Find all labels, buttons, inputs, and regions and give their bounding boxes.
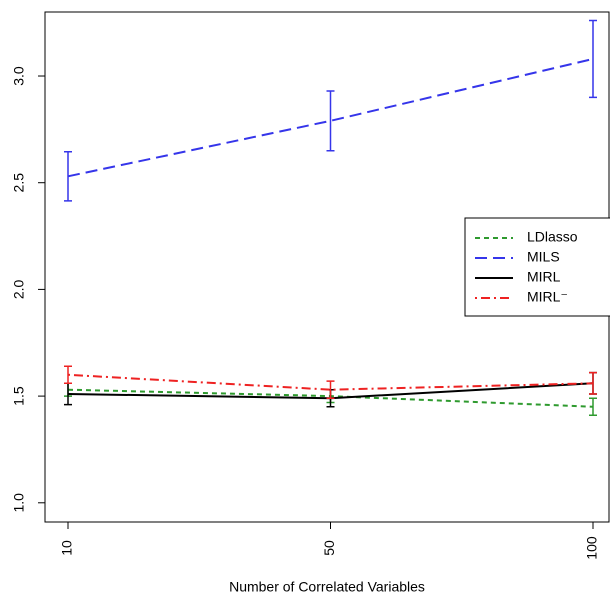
legend-label: LDlasso bbox=[527, 229, 578, 245]
legend-label: MILS bbox=[527, 249, 560, 265]
y-tick-label: 1.5 bbox=[11, 386, 27, 406]
error-bar bbox=[326, 90, 335, 152]
series-line bbox=[67, 373, 594, 391]
y-tick-label: 1.0 bbox=[11, 493, 27, 513]
error-bar bbox=[589, 397, 597, 417]
x-tick-label: 100 bbox=[584, 536, 600, 560]
legend-label: MIRL bbox=[527, 269, 561, 285]
y-tick-label: 2.0 bbox=[11, 279, 27, 299]
legend-label: MIRL⁻ bbox=[527, 289, 568, 305]
error-bar bbox=[64, 365, 72, 385]
error-bar bbox=[64, 151, 72, 202]
error-bar bbox=[326, 380, 335, 399]
x-tick-label: 10 bbox=[59, 540, 75, 556]
x-axis-label: Number of Correlated Variables bbox=[229, 579, 425, 595]
y-tick-label: 3.0 bbox=[11, 66, 27, 86]
error-bar bbox=[589, 19, 597, 99]
legend-box bbox=[464, 217, 610, 317]
error-bar bbox=[589, 371, 597, 395]
x-tick-label: 50 bbox=[321, 540, 337, 556]
y-tick-label: 2.5 bbox=[11, 173, 27, 193]
